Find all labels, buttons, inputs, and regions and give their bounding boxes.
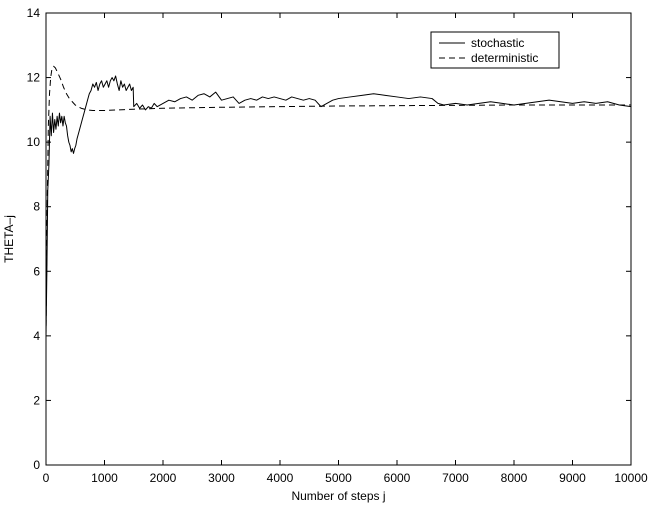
x-axis: 0 1000 2000 3000 4000 5000 6000 7000 8000 9000 100… (43, 13, 648, 485)
x-tick-label: 1000 (91, 471, 118, 485)
series-layer (45, 65, 632, 336)
legend-box (430, 31, 560, 69)
x-tick-label: 3000 (208, 471, 235, 485)
x-tick-label: 6000 (384, 471, 411, 485)
y-tick-label: 2 (33, 393, 40, 407)
plot-area (45, 12, 632, 466)
series-line-stochastic (45, 75, 632, 336)
y-tick-label: 12 (27, 71, 41, 85)
y-tick-label: 0 (33, 458, 40, 472)
legend-label-stochastic: stochastic (471, 36, 524, 50)
y-axis: 0 2 4 6 8 10 12 14 (27, 6, 631, 472)
x-tick-label: 5000 (325, 471, 352, 485)
x-tick-label: 8000 (501, 471, 528, 485)
x-tick-label: 7000 (442, 471, 469, 485)
x-tick-label: 2000 (150, 471, 177, 485)
y-tick-label: 14 (27, 6, 41, 20)
y-axis-label: THETA–j (2, 215, 16, 263)
x-tick-label: 10000 (614, 471, 648, 485)
y-tick-label: 6 (33, 264, 40, 278)
series-line-deterministic (45, 65, 631, 336)
y-tick-label: 8 (33, 200, 40, 214)
x-axis-label: Number of steps j (291, 489, 385, 503)
y-tick-label: 4 (33, 329, 40, 343)
legend: stochastic deterministic (430, 31, 560, 69)
x-tick-label: 0 (43, 471, 50, 485)
plot-border (45, 12, 632, 466)
x-tick-label: 9000 (559, 471, 586, 485)
legend-label-deterministic: deterministic (471, 51, 538, 65)
x-tick-label: 4000 (267, 471, 294, 485)
y-tick-label: 10 (27, 135, 41, 149)
